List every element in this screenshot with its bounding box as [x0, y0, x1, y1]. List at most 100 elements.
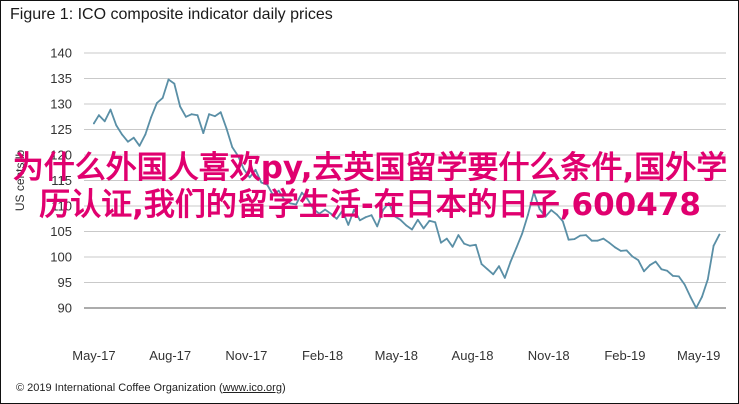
data-point: [237, 155, 240, 157]
data-point: [590, 239, 593, 242]
footer-copyright: © 2019 International Coffee Organization…: [16, 382, 223, 394]
overlay-caption-text: 为什么外国人喜欢py,去英国留学要什么条件,国外学历认证,我们的留学生活-在日本…: [12, 150, 728, 223]
data-point: [214, 115, 216, 118]
figure-title: Figure 1: ICO composite indicator daily …: [10, 6, 333, 23]
data-point: [428, 219, 431, 222]
data-point: [422, 227, 425, 230]
data-point: [359, 219, 361, 222]
data-point: [405, 224, 408, 227]
data-point: [318, 212, 321, 215]
data-point: [643, 270, 645, 273]
data-point: [324, 208, 326, 211]
data-point: [93, 122, 95, 125]
data-point: [451, 245, 454, 248]
data-point: [637, 259, 640, 261]
data-point: [196, 114, 199, 117]
data-point: [370, 214, 373, 217]
data-point: [150, 116, 153, 119]
y-tick-label-115: 115: [51, 173, 72, 188]
data-point: [161, 97, 164, 99]
data-point: [382, 209, 384, 212]
data-point: [353, 208, 355, 211]
data-point: [347, 224, 350, 226]
x-tick-label-aug-18: Aug-18: [452, 348, 494, 363]
data-point: [312, 208, 315, 211]
data-point: [173, 82, 176, 85]
y-tick-label-125: 125: [50, 122, 72, 137]
data-point: [301, 191, 303, 194]
data-point: [364, 216, 367, 219]
x-tick-label-may-17: May-17: [72, 348, 115, 363]
footer-link[interactable]: www.ico.org: [222, 382, 282, 394]
data-point: [254, 168, 257, 171]
y-tick-label-90: 90: [58, 301, 72, 316]
data-point: [109, 108, 112, 111]
data-point: [434, 221, 437, 224]
grid-lines: [84, 52, 726, 283]
data-point: [208, 113, 211, 116]
data-point: [550, 209, 553, 212]
data-point: [509, 260, 512, 263]
data-point: [625, 249, 628, 252]
data-point: [596, 239, 599, 242]
data-point: [718, 233, 721, 236]
data-point: [503, 277, 506, 279]
data-point: [706, 278, 709, 281]
data-point: [376, 225, 379, 228]
data-point: [393, 215, 396, 218]
y-tick-label-120: 120: [50, 148, 72, 163]
data-point: [179, 105, 182, 108]
data-point: [463, 242, 466, 245]
data-point: [103, 120, 106, 123]
data-point: [272, 193, 274, 196]
data-point: [225, 127, 228, 130]
data-point: [121, 133, 123, 136]
x-tick-label-may-19: May-19: [677, 348, 720, 363]
data-point: [248, 176, 251, 179]
y-tick-label-105: 105: [50, 224, 72, 239]
data-point: [556, 213, 558, 216]
data-point: [614, 246, 616, 249]
data-point: [579, 234, 582, 237]
data-point: [416, 218, 419, 221]
x-tick-label-may-18: May-18: [375, 348, 418, 363]
data-point: [602, 237, 605, 240]
data-point: [701, 295, 703, 298]
data-point: [98, 114, 100, 117]
data-point: [689, 295, 692, 298]
data-point: [480, 263, 483, 265]
data-point: [695, 307, 698, 309]
x-tick-label-feb-19: Feb-19: [604, 348, 645, 363]
data-point: [387, 202, 390, 204]
data-point: [202, 132, 205, 135]
data-point: [631, 255, 634, 258]
data-point: [527, 213, 529, 216]
data-point: [544, 215, 547, 218]
data-point: [144, 133, 147, 136]
data-point: [521, 232, 524, 235]
data-point: [515, 246, 518, 249]
data-point: [138, 144, 141, 147]
x-tick-label-aug-17: Aug-17: [149, 348, 191, 363]
data-point: [538, 208, 541, 211]
data-point: [573, 238, 576, 241]
data-point: [672, 275, 674, 277]
data-point: [585, 234, 587, 237]
data-point: [277, 189, 280, 192]
data-point: [532, 191, 535, 194]
data-point: [567, 238, 570, 241]
data-point: [289, 202, 292, 205]
data-point: [127, 140, 129, 143]
data-point: [677, 275, 680, 278]
data-point: [335, 217, 338, 220]
data-point: [445, 237, 448, 240]
data-point: [399, 218, 402, 221]
data-point: [561, 220, 564, 223]
data-point: [341, 209, 344, 212]
y-tick-label-95: 95: [58, 275, 72, 290]
y-axis-label: US cents/lb: [13, 149, 27, 211]
series-layer: [93, 78, 721, 309]
y-tick-label-130: 130: [50, 97, 72, 112]
